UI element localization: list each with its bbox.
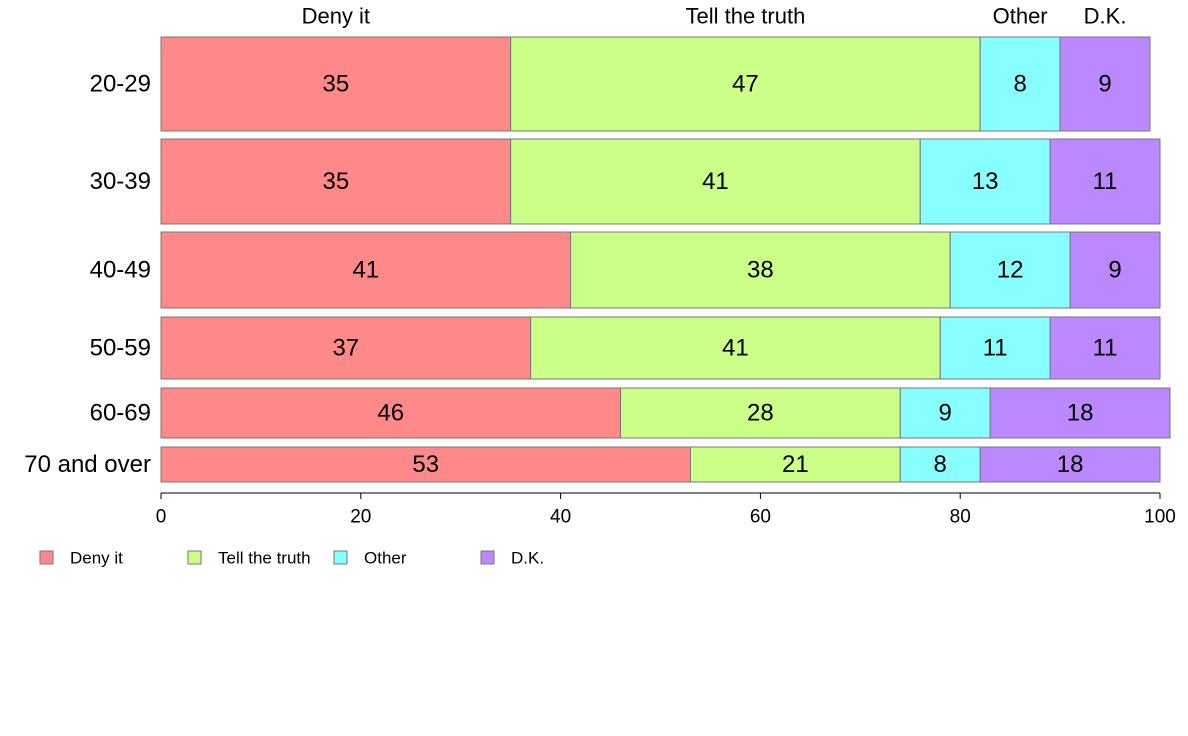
bar-d-k-70-and-over	[979, 446, 1161, 483]
data-label-deny-it-40-49: 41	[352, 257, 379, 284]
bar-deny-it-60-69	[160, 387, 622, 439]
data-label-other-50-59: 11	[983, 335, 1008, 362]
legend-entry-tell-the-truth: Tell the truth	[187, 549, 311, 568]
data-label-tell-the-truth-70-and-over: 21	[782, 451, 809, 478]
x-tick-label-40: 40	[550, 507, 571, 528]
data-label-d-k-60-69: 18	[1067, 400, 1094, 427]
bar-d-k-50-59	[1049, 316, 1161, 380]
x-tick-label-20: 20	[350, 507, 371, 528]
top-label-deny-it: Deny it	[302, 4, 370, 29]
top-label-d-k: D.K.	[1084, 4, 1127, 29]
bar-deny-it-70-and-over	[160, 446, 691, 483]
data-label-other-70-and-over: 8	[934, 451, 947, 478]
data-label-tell-the-truth-20-29: 47	[732, 71, 759, 98]
legend-label-deny-it: Deny it	[70, 549, 123, 568]
data-label-d-k-40-49: 9	[1108, 257, 1121, 284]
bar-deny-it-50-59	[160, 316, 532, 380]
data-label-deny-it-70-and-over: 53	[412, 451, 439, 478]
legend-label-other: Other	[364, 549, 407, 568]
data-label-other-30-39: 13	[972, 168, 999, 195]
top-label-other: Other	[993, 4, 1048, 29]
bar-tell-the-truth-70-and-over	[689, 446, 901, 483]
legend: Deny it Tell the truth Other D.K.	[39, 549, 544, 568]
data-label-tell-the-truth-60-69: 28	[747, 400, 774, 427]
category-label-40-49: 40-49	[90, 257, 151, 284]
bar-tell-the-truth-60-69	[620, 387, 901, 439]
data-label-tell-the-truth-40-49: 38	[747, 257, 774, 284]
data-label-deny-it-30-39: 35	[322, 168, 349, 195]
legend-label-tell-the-truth: Tell the truth	[218, 549, 311, 568]
x-tick-label-60: 60	[750, 507, 771, 528]
bar-row-40-49: 41 38 12 9	[160, 231, 1161, 309]
bar-row-50-59: 37 41 11 11	[160, 316, 1161, 380]
category-label-30-39: 30-39	[90, 168, 151, 195]
data-label-other-40-49: 12	[997, 257, 1024, 284]
x-tick-label-80: 80	[950, 507, 971, 528]
legend-entry-d-k: D.K.	[480, 549, 544, 568]
data-label-tell-the-truth-50-59: 41	[722, 335, 749, 362]
bar-tell-the-truth-40-49	[570, 231, 951, 309]
bar-tell-the-truth-20-29	[510, 36, 981, 132]
bar-d-k-20-29	[1059, 36, 1151, 132]
legend-swatch-other	[333, 550, 348, 565]
bar-row-20-29: 35 47 8 9	[160, 36, 1151, 132]
top-series-labels: Deny it Tell the truth Other D.K.	[302, 4, 1127, 29]
bar-deny-it-40-49	[160, 231, 572, 309]
legend-swatch-d-k	[480, 550, 495, 565]
data-label-tell-the-truth-30-39: 41	[702, 168, 729, 195]
category-labels: 20-29 30-39 40-49 50-59 60-69 70 and over	[24, 71, 151, 479]
data-label-deny-it-50-59: 37	[332, 335, 359, 362]
legend-entry-other: Other	[333, 549, 407, 568]
data-label-deny-it-60-69: 46	[377, 400, 404, 427]
data-label-deny-it-20-29: 35	[322, 71, 349, 98]
category-label-60-69: 60-69	[90, 400, 151, 427]
category-label-50-59: 50-59	[90, 335, 151, 362]
legend-swatch-deny-it	[39, 550, 54, 565]
data-label-d-k-50-59: 11	[1093, 335, 1118, 362]
data-label-d-k-20-29: 9	[1098, 71, 1111, 98]
bar-other-20-29	[979, 36, 1061, 132]
x-tick-label-100: 100	[1144, 507, 1176, 528]
data-label-other-20-29: 8	[1013, 71, 1026, 98]
data-label-d-k-30-39: 11	[1093, 168, 1118, 195]
legend-swatch-tell-the-truth	[187, 550, 202, 565]
bar-other-60-69	[899, 387, 991, 439]
bar-row-70-and-over: 53 21 8 18	[160, 446, 1161, 483]
bar-d-k-30-39	[1049, 138, 1161, 225]
category-label-20-29: 20-29	[90, 71, 151, 98]
bar-d-k-60-69	[989, 387, 1171, 439]
bar-tell-the-truth-30-39	[510, 138, 921, 225]
top-label-tell-the-truth: Tell the truth	[685, 4, 805, 29]
legend-entry-deny-it: Deny it	[39, 549, 123, 568]
bar-other-70-and-over	[899, 446, 981, 483]
bar-other-30-39	[919, 138, 1051, 225]
bar-row-60-69: 46 28 9 18	[160, 387, 1171, 439]
bar-row-30-39: 35 41 13 11	[160, 138, 1161, 225]
data-label-other-60-69: 9	[939, 400, 952, 427]
bar-tell-the-truth-50-59	[530, 316, 941, 380]
bar-deny-it-20-29	[160, 36, 512, 132]
data-label-d-k-70-and-over: 18	[1057, 451, 1084, 478]
bar-d-k-40-49	[1069, 231, 1161, 309]
x-tick-label-0: 0	[156, 507, 167, 528]
bar-deny-it-30-39	[160, 138, 512, 225]
bar-rows: 35 47 8 9 35 41 13 11 41 38 12 9 37 41 11 11 46 28 9 18 53 21…	[160, 36, 1171, 483]
category-label-70-and-over: 70 and over	[24, 451, 151, 478]
x-axis: 0 20 40 60 80 100	[156, 492, 1176, 528]
legend-label-d-k: D.K.	[511, 549, 544, 568]
